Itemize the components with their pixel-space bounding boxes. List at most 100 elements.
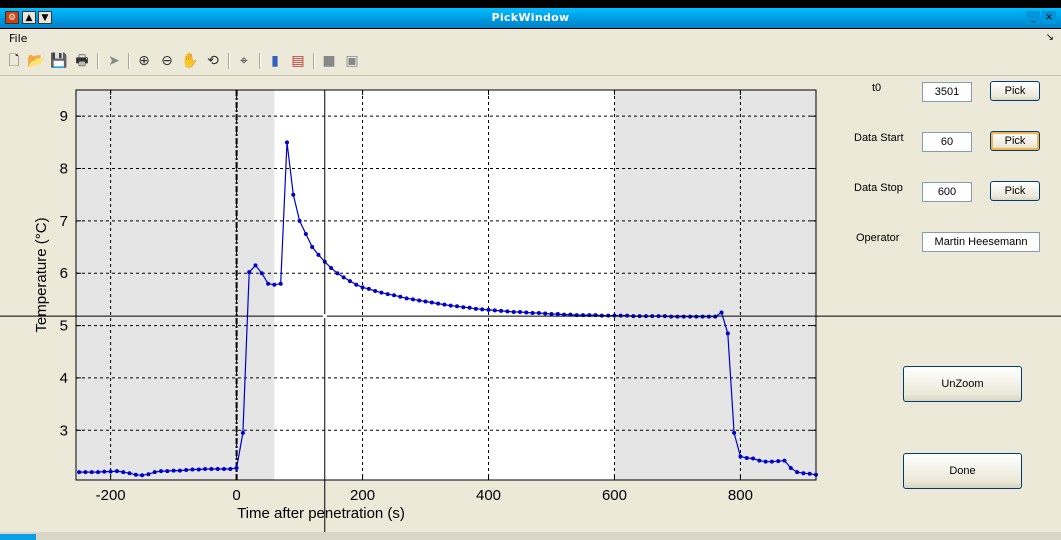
app-icon[interactable]: ⚙	[5, 11, 19, 24]
data-point	[291, 192, 296, 197]
data-point	[77, 470, 82, 475]
data-point	[486, 307, 491, 312]
pan-icon[interactable]: ✋	[181, 53, 199, 69]
data-point	[448, 303, 453, 308]
data-point	[725, 331, 730, 336]
data-point	[165, 469, 170, 474]
data-point	[675, 314, 680, 319]
data-point	[196, 467, 201, 472]
edit-plot-icon[interactable]: ➤	[108, 53, 120, 69]
dock-arrow-icon[interactable]: ↘	[1045, 32, 1054, 43]
data-start-input[interactable]: 60	[922, 132, 972, 152]
data-point	[795, 470, 800, 475]
data-point	[757, 458, 762, 463]
zoom-out-icon[interactable]: ⊖	[161, 53, 173, 69]
data-point	[505, 309, 510, 314]
data-point	[555, 312, 560, 317]
t0-label: t0	[872, 82, 882, 94]
data-point	[518, 309, 522, 314]
close-icon[interactable]: ✕	[1042, 11, 1056, 24]
data-point	[744, 456, 749, 461]
data-point	[392, 293, 397, 298]
data-stop-input[interactable]: 600	[922, 182, 972, 202]
data-point	[606, 313, 611, 318]
save-icon[interactable]: 💾	[50, 53, 68, 69]
show-plot-tools-icon[interactable]: ▣	[345, 53, 359, 69]
y-tick-label: 6	[60, 265, 68, 282]
data-point	[549, 312, 554, 317]
print-icon[interactable]: 🖶	[75, 53, 89, 69]
minimize-icon[interactable]: _	[1026, 11, 1040, 24]
data-point	[127, 471, 132, 476]
data-point	[341, 275, 346, 280]
unzoom-button[interactable]: UnZoom	[903, 366, 1022, 402]
excluded-region	[614, 90, 816, 480]
temperature-series-line	[79, 142, 817, 476]
data-point	[467, 305, 472, 310]
data-point	[612, 313, 617, 318]
data-point	[788, 465, 793, 470]
data-point	[83, 470, 88, 475]
data-point	[536, 311, 541, 316]
data-point	[159, 469, 164, 474]
data-stop-pick-button[interactable]: Pick	[990, 181, 1040, 201]
data-point	[152, 470, 157, 475]
data-point	[266, 281, 271, 286]
y-tick-label: 5	[60, 318, 68, 335]
operator-input[interactable]: Martin Heesemann	[922, 232, 1040, 252]
x-axis-label: Time after penetration (s)	[237, 505, 405, 522]
data-point	[713, 314, 718, 319]
legend-icon[interactable]: ▤	[291, 53, 305, 69]
rotate-3d-icon[interactable]: ⟲	[207, 53, 219, 69]
data-point	[247, 270, 252, 275]
temperature-chart[interactable]: -200 0 200 400 600 800 3 4 5 6 7 8 9 Time after penet…	[0, 76, 1061, 532]
data-point	[133, 472, 138, 477]
data-point	[366, 286, 371, 291]
y-tick-label: 8	[60, 161, 68, 178]
t0-pick-button[interactable]: Pick	[990, 81, 1040, 101]
data-point	[763, 459, 768, 464]
t0-input[interactable]: 3501	[922, 82, 972, 102]
data-stop-label: Data Stop	[854, 182, 903, 194]
data-point	[807, 471, 812, 476]
data-point	[492, 308, 497, 313]
done-button[interactable]: Done	[903, 453, 1022, 489]
new-file-icon[interactable]: 🗋	[8, 53, 20, 69]
data-point	[511, 309, 516, 314]
shade-up-icon[interactable]: ▲	[22, 11, 36, 24]
data-point	[599, 313, 604, 318]
status-indicator	[0, 534, 36, 540]
zoom-in-icon[interactable]: ⊕	[138, 53, 150, 69]
data-point	[524, 310, 529, 315]
data-point	[373, 289, 378, 294]
data-point	[253, 263, 258, 268]
data-point	[480, 307, 485, 312]
data-point	[782, 458, 787, 463]
data-point	[284, 140, 289, 145]
data-point	[278, 281, 283, 286]
x-tick-label: 0	[232, 487, 240, 504]
data-point	[171, 468, 176, 473]
data-start-pick-button[interactable]: Pick	[990, 131, 1040, 151]
menu-file[interactable]: File	[9, 32, 28, 45]
x-tick-label: 200	[350, 487, 375, 504]
open-file-icon[interactable]: 📂	[27, 53, 45, 69]
axes-box	[75, 89, 817, 481]
data-cursor-icon[interactable]: ⌖	[240, 53, 248, 69]
crosshair-center	[322, 314, 327, 319]
y-axis-label: Temperature (°C)	[33, 217, 50, 332]
toolbar-separator	[97, 53, 99, 69]
y-tick-label: 9	[60, 108, 68, 125]
toolbar-separator	[228, 53, 230, 69]
colorbar-icon[interactable]: ▮	[271, 53, 279, 69]
hide-plot-tools-icon[interactable]: ■	[322, 53, 336, 69]
data-point	[379, 290, 384, 295]
data-point	[404, 296, 409, 301]
toolbar-separator	[259, 53, 261, 69]
data-point	[316, 252, 321, 257]
shade-down-icon[interactable]: ▼	[38, 11, 52, 24]
data-point	[303, 231, 308, 236]
data-point	[96, 470, 101, 475]
data-point	[234, 465, 239, 470]
data-point	[562, 312, 567, 317]
